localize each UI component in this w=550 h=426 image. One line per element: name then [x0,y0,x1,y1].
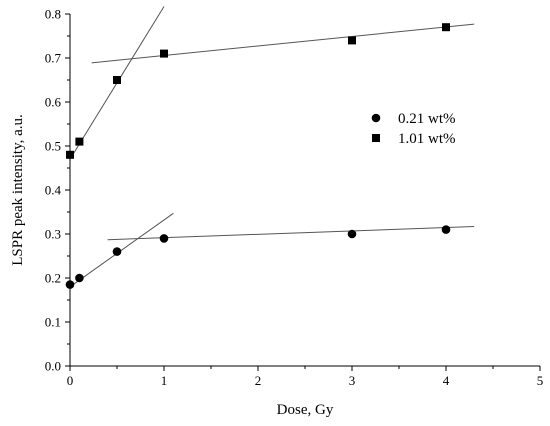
data-point-circle [347,229,357,239]
data-point-circle [159,234,169,243]
y-tick-label: 0.1 [45,315,61,330]
fit-line [69,212,174,288]
x-tick-label: 2 [255,373,262,388]
data-points [65,23,451,289]
x-tick-label: 5 [537,373,544,388]
data-point-circle [75,273,84,283]
y-axis-title: LSPR peak intensity, a.u. [10,114,26,266]
axes: 0 1 2 3 4 5 0.0 0.1 0.2 0.3 0.4 0.5 0.6 0.7 0.8 [45,7,544,389]
x-tick-label: 3 [349,373,356,388]
data-point-circle [441,225,451,234]
data-point-square [160,49,168,58]
data-point-square [113,76,121,84]
x-tick-label: 4 [443,373,450,388]
fit-line [107,226,475,241]
data-point-square [75,137,84,146]
x-tick-label: 1 [161,373,168,388]
legend-label: 1.01 wt% [398,131,456,147]
data-point-circle [65,280,75,289]
legend: 0.21 wt% 1.01 wt% [371,111,456,147]
y-tick-label: 0.6 [45,95,62,110]
data-point-square [66,150,74,159]
y-tick-label: 0.3 [45,227,61,242]
y-tick-label: 0.7 [45,51,62,66]
data-point-square [348,36,356,45]
data-point-square [442,23,450,32]
y-tick-label: 0.0 [45,359,61,374]
x-axis-title: Dose, Gy [277,402,334,418]
legend-marker-square [372,134,380,142]
y-tick-label: 0.4 [45,183,62,198]
x-tick-label: 0 [67,373,74,388]
y-tick-label: 0.5 [45,139,61,154]
data-point-circle [112,247,122,256]
legend-marker-circle [371,113,381,123]
fit-line [91,23,475,64]
legend-label: 0.21 wt% [398,111,456,127]
y-tick-label: 0.8 [45,7,61,22]
y-tick-label: 0.2 [45,271,61,286]
